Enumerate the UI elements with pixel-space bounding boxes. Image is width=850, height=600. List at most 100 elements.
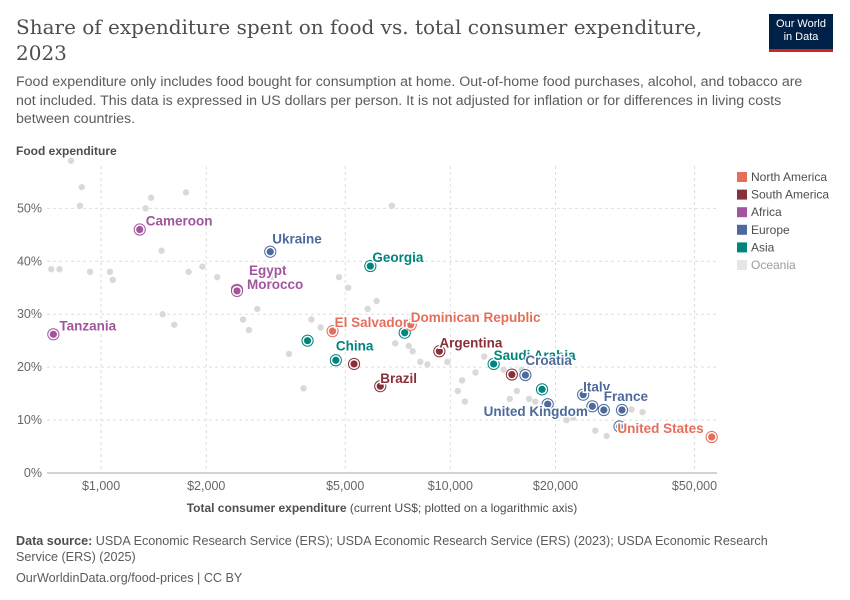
data-point xyxy=(303,337,312,345)
credit-link[interactable]: OurWorldinData.org/food-prices | CC BY xyxy=(16,571,243,585)
background-point xyxy=(147,194,155,201)
background-point xyxy=(269,273,276,281)
background-point xyxy=(628,406,635,413)
background-point xyxy=(239,316,247,323)
background-point xyxy=(461,398,469,405)
label-china: China xyxy=(336,338,374,353)
background-point xyxy=(472,369,479,376)
background-point xyxy=(525,395,533,403)
background-point xyxy=(214,273,221,281)
background-point xyxy=(513,387,521,395)
background-point xyxy=(159,311,166,318)
background-point xyxy=(48,266,55,273)
background-point xyxy=(532,398,539,405)
background-point xyxy=(254,305,261,313)
background-point xyxy=(506,395,514,403)
x-tick-label: $10,000 xyxy=(428,479,473,493)
y-tick-label: 40% xyxy=(17,254,42,268)
background-point xyxy=(78,183,85,191)
background-point xyxy=(592,427,599,434)
background-point xyxy=(308,316,315,323)
data-point xyxy=(376,382,384,390)
data-point xyxy=(350,360,358,368)
label-georgia: Georgia xyxy=(372,250,424,265)
label-el-salvador: El Salvador xyxy=(335,315,409,330)
data-point xyxy=(366,262,374,270)
y-axis-title: Food expenditure xyxy=(16,144,117,158)
data-point xyxy=(615,422,624,431)
x-axis-title-note: (current US$; plotted on a logarithmic a… xyxy=(347,501,578,515)
data-point xyxy=(407,321,415,329)
y-tick-label: 20% xyxy=(17,360,42,374)
background-point xyxy=(86,268,94,276)
chart-title: Share of expenditure spent on food vs. t… xyxy=(16,15,703,65)
x-tick-label: $50,000 xyxy=(672,479,717,493)
background-point xyxy=(391,340,399,347)
data-point xyxy=(49,330,57,338)
background-point xyxy=(76,202,84,209)
y-tick-label: 10% xyxy=(17,413,42,427)
legend-swatch xyxy=(737,207,747,218)
background-point xyxy=(603,432,610,440)
x-tick-label: $1,000 xyxy=(82,479,120,493)
label-argentina: Argentina xyxy=(439,335,502,350)
data-point xyxy=(401,329,409,337)
label-croatia: Croatia xyxy=(525,353,572,368)
data-point xyxy=(332,356,340,364)
x-axis-title: Total consumer expenditure (current US$;… xyxy=(187,501,578,515)
legend-item-oceania: Oceania xyxy=(751,258,796,272)
legend-swatch xyxy=(737,189,747,200)
source-note: Data source: USDA Economic Research Serv… xyxy=(16,533,776,565)
label-saudi-arabia: Saudi Arabia xyxy=(494,348,577,363)
background-point xyxy=(345,284,352,291)
legend-swatch xyxy=(737,260,747,270)
chart-subtitle: Food expenditure only includes food boug… xyxy=(16,74,803,127)
background-point xyxy=(481,353,488,360)
legend-item-asia: Asia xyxy=(751,240,775,254)
label-italy: Italy xyxy=(583,380,611,395)
logo-line-1: Our World xyxy=(776,18,826,30)
x-axis-title-main: Total consumer expenditure xyxy=(187,501,347,515)
background-point xyxy=(570,414,577,421)
background-point xyxy=(56,266,63,273)
label-morocco: Morocco xyxy=(247,277,303,292)
data-point xyxy=(490,360,498,368)
legend-swatch xyxy=(737,224,747,235)
background-point xyxy=(300,385,307,392)
background-point xyxy=(106,268,114,276)
data-point xyxy=(600,406,608,414)
background-point xyxy=(454,387,461,395)
legend-item-south-america: South America xyxy=(751,188,829,202)
label-united-states: United States xyxy=(617,421,703,436)
background-point xyxy=(405,342,412,350)
x-tick-label: $2,000 xyxy=(187,479,225,493)
background-point xyxy=(142,205,149,212)
x-tick-label: $5,000 xyxy=(326,479,364,493)
data-point xyxy=(521,371,530,379)
label-cameroon: Cameroon xyxy=(146,214,213,229)
background-point xyxy=(556,411,563,418)
background-point xyxy=(417,358,424,366)
label-ukraine: Ukraine xyxy=(272,232,322,247)
legend-item-africa: Africa xyxy=(751,205,782,219)
background-point xyxy=(317,324,324,331)
legend-swatch xyxy=(737,242,747,253)
data-point xyxy=(538,385,546,393)
y-tick-label: 30% xyxy=(17,307,42,321)
data-point xyxy=(544,400,552,408)
data-point xyxy=(233,287,241,295)
y-tick-label: 50% xyxy=(17,201,42,215)
background-point xyxy=(563,416,570,424)
background-point xyxy=(458,377,466,384)
data-point xyxy=(618,406,626,414)
label-dominican-republic: Dominican Republic xyxy=(411,310,541,325)
logo-line-2: in Data xyxy=(783,31,819,43)
owid-logo[interactable]: Our World in Data xyxy=(769,14,833,52)
background-point xyxy=(109,276,116,284)
background-point xyxy=(444,358,451,366)
legend-item-north-america: North America xyxy=(751,170,827,184)
background-point xyxy=(171,321,178,328)
source-text: USDA Economic Research Service (ERS); US… xyxy=(16,534,768,564)
data-point xyxy=(136,225,144,234)
